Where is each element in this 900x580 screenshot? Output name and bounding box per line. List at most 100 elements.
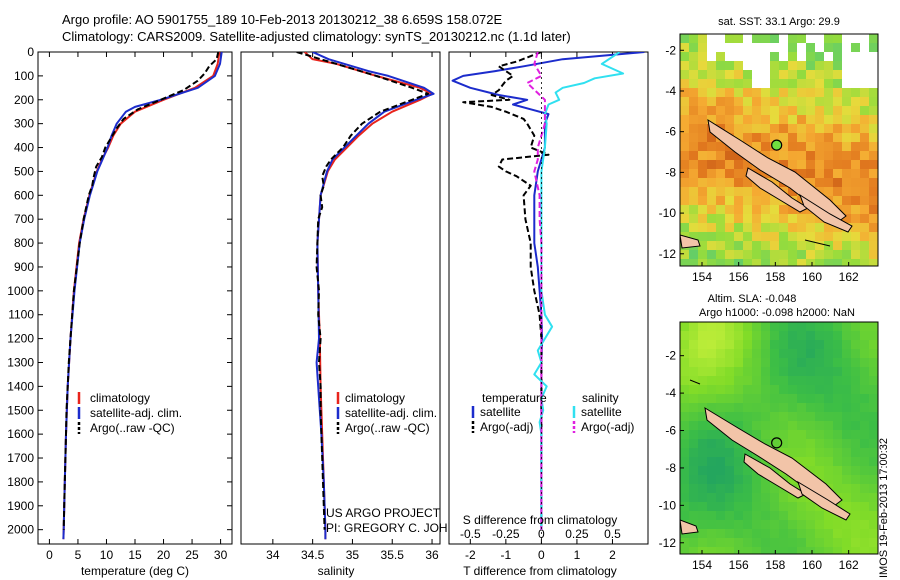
heatmap-cell xyxy=(725,349,734,358)
heatmap-cell xyxy=(860,403,869,412)
heatmap-cell xyxy=(869,367,878,376)
heatmap-cell xyxy=(833,43,842,52)
heatmap-cell xyxy=(806,133,815,142)
heatmap-cell xyxy=(779,34,788,43)
heatmap-cell xyxy=(698,394,707,403)
heatmap-cell xyxy=(734,34,743,43)
heatmap-cell xyxy=(860,466,869,475)
heatmap-cell xyxy=(842,376,851,385)
heatmap-cell xyxy=(824,412,833,421)
depth-tick-label: 900 xyxy=(14,260,34,274)
heatmap-cell xyxy=(842,538,851,547)
heatmap-cell xyxy=(716,250,725,259)
heatmap-cell xyxy=(869,349,878,358)
heatmap-cell xyxy=(770,421,779,430)
header-line-2: Climatology: CARS2009. Satellite-adjuste… xyxy=(62,29,571,44)
heatmap-cell xyxy=(797,70,806,79)
heatmap-cell xyxy=(815,106,824,115)
heatmap-cell xyxy=(842,385,851,394)
heatmap-cell xyxy=(806,160,815,169)
heatmap-cell xyxy=(851,178,860,187)
heatmap-cell xyxy=(761,457,770,466)
heatmap-cell xyxy=(851,367,860,376)
heatmap-cell xyxy=(833,538,842,547)
heatmap-cell xyxy=(869,223,878,232)
heatmap-cell xyxy=(743,358,752,367)
heatmap-cell xyxy=(761,403,770,412)
heatmap-cell xyxy=(833,421,842,430)
heatmap-cell xyxy=(860,106,869,115)
heatmap-cell xyxy=(734,349,743,358)
heatmap-cell xyxy=(707,241,716,250)
heatmap-cell xyxy=(689,430,698,439)
x2-tick-label: 0.5 xyxy=(604,527,621,541)
heatmap-cell xyxy=(770,115,779,124)
heatmap-cell xyxy=(689,178,698,187)
x-tick-label: 15 xyxy=(128,548,142,562)
heatmap-cell xyxy=(869,61,878,70)
heatmap-cell xyxy=(761,385,770,394)
heatmap-cell xyxy=(815,439,824,448)
heatmap-cell xyxy=(743,475,752,484)
heatmap-cell xyxy=(761,358,770,367)
x-tick-label: 35 xyxy=(346,548,360,562)
heatmap-cell xyxy=(716,376,725,385)
difference-x-axis: -2 -1 0 1 2-0.5 -0.25 0 0.25 0.5 xyxy=(460,52,621,562)
heatmap-cell xyxy=(815,385,824,394)
heatmap-cell xyxy=(824,259,833,266)
heatmap-cell xyxy=(734,160,743,169)
heatmap-cell xyxy=(806,529,815,538)
heatmap-cell xyxy=(842,97,851,106)
heatmap-cell xyxy=(860,439,869,448)
heatmap-cell xyxy=(680,376,689,385)
heatmap-cell xyxy=(869,160,878,169)
heatmap-cell xyxy=(680,439,689,448)
heatmap-cell xyxy=(743,241,752,250)
heatmap-cell xyxy=(842,475,851,484)
heatmap-cell xyxy=(779,223,788,232)
depth-tick-label: 1700 xyxy=(7,451,34,465)
heatmap-cell xyxy=(869,412,878,421)
heatmap-cell xyxy=(680,169,689,178)
legend-satellite: satellite-adj. clim. xyxy=(345,406,437,420)
heatmap-cell xyxy=(770,484,779,493)
heatmap-cell xyxy=(788,133,797,142)
heatmap-cell xyxy=(788,448,797,457)
heatmap-cell xyxy=(779,250,788,259)
heatmap-cell xyxy=(725,34,734,43)
heatmap-cell xyxy=(779,385,788,394)
heatmap-cell xyxy=(689,466,698,475)
heatmap-cell xyxy=(824,142,833,151)
heatmap-cell xyxy=(716,520,725,529)
heatmap-cell xyxy=(716,457,725,466)
heatmap-cell xyxy=(860,529,869,538)
heatmap-cell xyxy=(698,88,707,97)
heatmap-cell xyxy=(842,70,851,79)
heatmap-cell xyxy=(860,178,869,187)
island-land xyxy=(745,167,810,213)
heatmap-cell xyxy=(815,340,824,349)
heatmap-cell xyxy=(869,502,878,511)
heatmap-cell xyxy=(752,187,761,196)
heatmap-cell xyxy=(707,349,716,358)
heatmap-cell xyxy=(725,376,734,385)
heatmap-cell xyxy=(869,421,878,430)
depth-tick-label: 600 xyxy=(14,188,34,202)
heatmap-cell xyxy=(779,79,788,88)
heatmap-cell xyxy=(815,79,824,88)
heatmap-cell xyxy=(851,340,860,349)
heatmap-cell xyxy=(770,205,779,214)
heatmap-cell xyxy=(815,178,824,187)
heatmap-cell xyxy=(716,52,725,61)
heatmap-cell xyxy=(707,421,716,430)
heatmap-cell xyxy=(770,223,779,232)
heatmap-cell xyxy=(770,214,779,223)
lon-tick-label: 156 xyxy=(729,270,749,284)
heatmap-cell xyxy=(842,439,851,448)
heatmap-cell xyxy=(725,538,734,547)
heatmap-cell xyxy=(689,340,698,349)
legend-header-salinity: salinity xyxy=(582,391,619,405)
heatmap-cell xyxy=(824,421,833,430)
heatmap-cell xyxy=(770,520,779,529)
heatmap-cell xyxy=(761,412,770,421)
